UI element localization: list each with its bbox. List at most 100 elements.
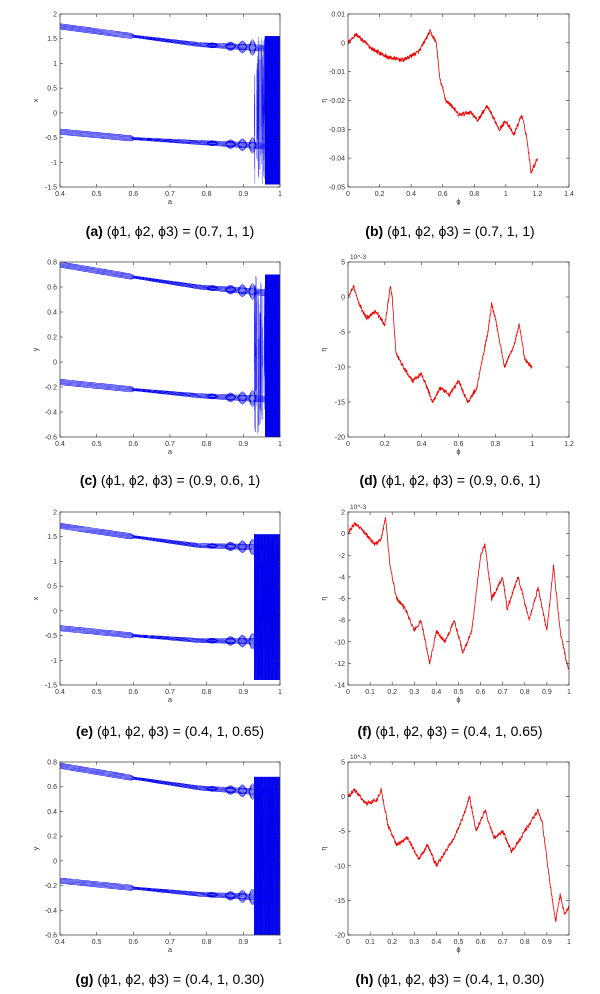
bifurcation-bubble xyxy=(206,140,219,147)
y-tick-label: 1.5 xyxy=(47,534,57,541)
y-tick-label: 0.4 xyxy=(47,809,57,816)
bifurcation-bubble xyxy=(224,285,237,295)
plot-area xyxy=(60,522,280,681)
caption-text: (ϕ1, ϕ2, ϕ3) = (0.4, 1, 0.65) xyxy=(97,723,264,739)
upper-branch xyxy=(60,525,273,548)
caption-text: (ϕ1, ϕ2, ϕ3) = (0.4, 1, 0.30) xyxy=(97,971,264,987)
x-tick-label: 0.8 xyxy=(202,191,212,198)
lower-branch xyxy=(60,132,273,149)
caption: (e) (ϕ1, ϕ2, ϕ3) = (0.4, 1, 0.65) xyxy=(76,723,264,739)
x-tick-label: 0 xyxy=(346,939,350,946)
upper-branch xyxy=(60,527,273,550)
eta-series xyxy=(348,787,569,922)
y-tick-label: -6 xyxy=(339,596,345,603)
x-tick-label: 0.3 xyxy=(409,689,419,696)
x-tick-label: 0.8 xyxy=(520,939,530,946)
y-tick-label: 0 xyxy=(53,858,57,865)
x-axis-label: a xyxy=(168,197,173,206)
plot-area xyxy=(348,787,569,922)
x-tick-label: 0.8 xyxy=(469,191,479,198)
lower-branch xyxy=(60,629,273,644)
x-tick-label: 0.7 xyxy=(165,939,175,946)
bifurcation-bubble xyxy=(206,543,219,549)
x-tick-label: 0.9 xyxy=(238,441,248,448)
axes-frame xyxy=(347,261,570,438)
upper-branch xyxy=(60,24,273,48)
bifurcation-bubble xyxy=(224,891,237,901)
y-tick-label: -0.01 xyxy=(329,69,345,76)
x-tick-label: 0.5 xyxy=(92,441,102,448)
plot-area xyxy=(348,517,569,670)
upper-branch xyxy=(60,767,273,795)
x-axis-label: ϕ xyxy=(456,695,460,704)
y-tick-label: 0.01 xyxy=(331,12,345,19)
caption-label: (e) xyxy=(76,723,93,739)
panel-c: 0.4 0.5 0.6 0.7 0.8 0.9 1 -0.6 -0.4 -0.2 0 0.2 0.4 0.… xyxy=(31,260,282,489)
axes-frame xyxy=(59,511,281,686)
bifurcation-bubble xyxy=(224,139,237,149)
y-tick-label: -15 xyxy=(335,400,345,407)
plot-area xyxy=(60,262,280,437)
bifurcation-bubble xyxy=(237,391,248,405)
y-tick-label: -0.4 xyxy=(45,410,57,417)
panel-d: 0 0.2 0.4 0.6 0.8 1 1.2 -20 -15 -10 -5 0 5 ϕ η 10^-3 (d)… xyxy=(319,254,574,488)
upper-branch xyxy=(60,524,273,547)
axes-frame xyxy=(59,761,281,936)
upper-branch xyxy=(60,762,273,791)
y-tick-label: -0.05 xyxy=(329,185,345,192)
bifurcation-bubble xyxy=(237,634,248,648)
y-tick-label: -1.5 xyxy=(45,683,57,690)
caption-label: (d) xyxy=(359,472,377,488)
panel-g: 0.4 0.5 0.6 0.7 0.8 0.9 1 -0.6 -0.4 -0.2 0 0.2 0.4 0.… xyxy=(31,760,282,988)
x-tick-label: 0.3 xyxy=(409,939,419,946)
y-tick-label: -5 xyxy=(339,330,345,337)
bifurcation-bubble xyxy=(237,540,248,554)
x-tick-label: 0.8 xyxy=(202,441,212,448)
y-axis-label: y xyxy=(31,347,40,351)
y-tick-label: 2 xyxy=(53,12,57,19)
y-tick-label: -0.4 xyxy=(45,908,57,915)
bifurcation-bubble xyxy=(206,393,219,400)
x-tick-label: 1 xyxy=(278,939,282,946)
x-tick-label: 0.5 xyxy=(454,689,464,696)
y-axis-label: η xyxy=(319,98,328,102)
x-tick-label: 0.7 xyxy=(165,441,175,448)
lower-branch xyxy=(60,379,273,397)
x-tick-label: 0.4 xyxy=(55,441,65,448)
upper-branch xyxy=(60,27,273,51)
y-tick-label: -1.5 xyxy=(45,185,57,192)
x-tick-label: 0 xyxy=(346,191,350,198)
x-tick-label: 0 xyxy=(346,441,350,448)
x-tick-label: 0.5 xyxy=(92,191,102,198)
lower-branch xyxy=(60,133,273,150)
upper-branch xyxy=(60,763,273,792)
lower-branch xyxy=(60,626,273,640)
x-tick-label: 0.5 xyxy=(92,689,102,696)
x-axis-label: ϕ xyxy=(456,447,460,456)
x-tick-label: 0.7 xyxy=(498,939,508,946)
upper-branch xyxy=(60,266,273,297)
caption: (a) (ϕ1, ϕ2, ϕ3) = (0.7, 1, 1) xyxy=(86,223,255,239)
y-tick-label: 0 xyxy=(53,608,57,615)
y-tick-label: 0.6 xyxy=(47,784,57,791)
y-tick-label: -0.2 xyxy=(45,385,57,392)
y-axis-label: η xyxy=(319,846,328,850)
x-tick-label: 0.7 xyxy=(165,191,175,198)
caption: (b) (ϕ1, ϕ2, ϕ3) = (0.7, 1, 1) xyxy=(365,223,534,239)
lower-branch xyxy=(60,380,273,398)
caption: (g) (ϕ1, ϕ2, ϕ3) = (0.4, 1, 0.30) xyxy=(76,971,265,987)
x-tick-label: 0.8 xyxy=(520,689,530,696)
caption-text: (ϕ1, ϕ2, ϕ3) = (0.7, 1, 1) xyxy=(387,223,535,239)
y-tick-label: -14 xyxy=(335,683,345,690)
bifurcation-bubble xyxy=(206,637,219,644)
y-tick-label: -15 xyxy=(335,898,345,905)
x-tick-label: 1 xyxy=(278,441,282,448)
lower-branch xyxy=(60,881,273,900)
panel-e: 0.4 0.5 0.6 0.7 0.8 0.9 1 -1.5 -1 -0.5 0 0.5 1 1.5 2 a x… xyxy=(31,510,282,740)
bifurcation-bubble xyxy=(237,284,248,298)
y-axis-label: η xyxy=(319,347,328,351)
x-tick-label: 0 xyxy=(346,689,350,696)
x-tick-label: 1.2 xyxy=(533,191,543,198)
y-tick-label: -0.6 xyxy=(45,435,57,442)
